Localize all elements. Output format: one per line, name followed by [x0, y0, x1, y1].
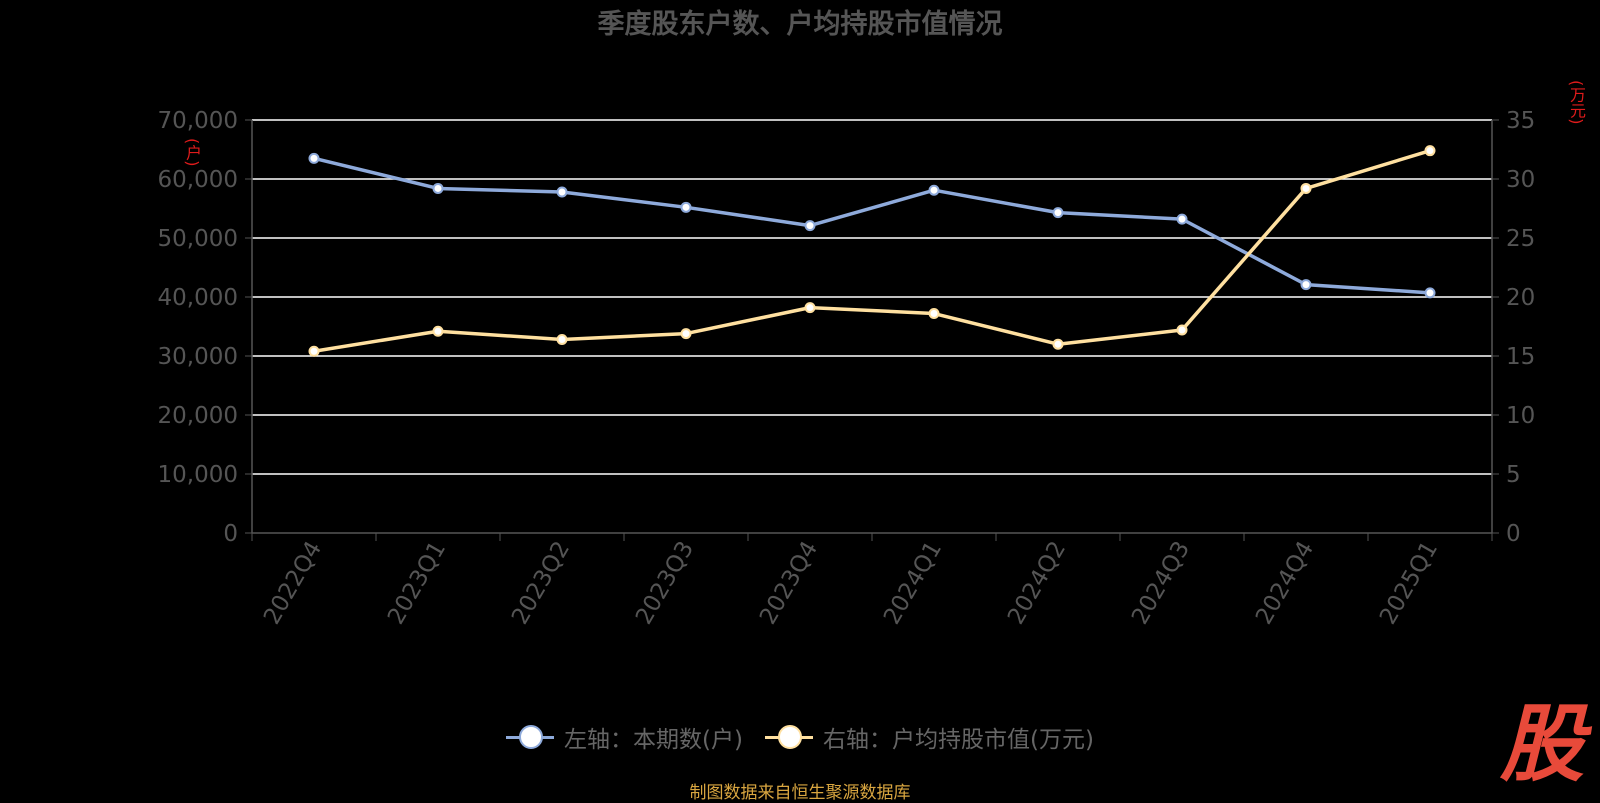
series-2-point — [1176, 324, 1188, 336]
left-tick-label: 10,000 — [158, 462, 238, 488]
left-axis-unit: (户) — [183, 138, 202, 167]
x-tick-label: 2024Q4 — [1251, 537, 1319, 629]
legend-item-right-series[interactable]: 右轴：户均持股市值(万元) — [765, 720, 1094, 754]
series-2-point — [1424, 145, 1436, 157]
series-1-point — [1052, 207, 1064, 219]
right-axis-ticks: 0 5 10 15 20 25 30 35 — [1506, 108, 1535, 547]
series-1-point — [928, 184, 940, 196]
legend-label-left: 左轴：本期数(户) — [564, 727, 743, 753]
left-tick-label: 20,000 — [158, 403, 238, 429]
right-axis-unit: (万元) — [1567, 80, 1586, 125]
right-tick-label: 20 — [1506, 285, 1535, 311]
series-2-point — [556, 333, 568, 345]
grid-lines — [252, 119, 1492, 475]
series-line-1 — [313, 156, 1431, 295]
series-1-point — [680, 201, 692, 213]
right-tick-label: 5 — [1506, 462, 1521, 488]
legend-label-right: 右轴：户均持股市值(万元) — [823, 727, 1094, 753]
legend-swatch-right — [765, 724, 813, 750]
left-tick-label: 40,000 — [158, 285, 238, 311]
x-tick-label: 2023Q4 — [755, 537, 823, 629]
x-tick-label: 2022Q4 — [259, 537, 327, 629]
series-1-point — [556, 186, 568, 198]
series-2-point — [308, 345, 320, 357]
brand-logo: 股 — [1499, 695, 1584, 793]
x-tick-label: 2025Q1 — [1375, 537, 1443, 629]
left-tick-label: 30,000 — [158, 344, 238, 370]
series-1-point — [804, 220, 816, 232]
right-tick-label: 0 — [1506, 521, 1521, 547]
series-line-2 — [313, 149, 1431, 354]
right-tick-label: 35 — [1506, 108, 1535, 134]
series-1-point — [1300, 279, 1312, 291]
left-tick-label: 0 — [223, 521, 238, 547]
legend-item-left-series[interactable]: 左轴：本期数(户) — [506, 720, 743, 754]
series-2-point — [680, 328, 692, 340]
x-tick-label: 2023Q2 — [507, 537, 575, 629]
series-2-point — [804, 302, 816, 314]
series-1-point — [1424, 287, 1436, 299]
x-axis-ticks: 2022Q4 2023Q1 2023Q2 2023Q3 2023Q4 2024Q1 2024… — [259, 537, 1443, 629]
left-tick-label: 60,000 — [158, 167, 238, 193]
chart-title: 季度股东户数、户均持股市值情况 — [597, 9, 1003, 40]
series — [308, 145, 1436, 357]
x-tick-label: 2024Q2 — [1003, 537, 1071, 629]
axes — [245, 119, 1499, 541]
x-tick-label: 2024Q3 — [1127, 537, 1195, 629]
series-1-point — [308, 152, 320, 164]
series-1-point — [432, 182, 444, 194]
right-tick-label: 25 — [1506, 226, 1535, 252]
x-tick-label: 2023Q3 — [631, 537, 699, 629]
x-tick-label: 2023Q1 — [383, 537, 451, 629]
series-2-point — [928, 308, 940, 320]
legend: 左轴：本期数(户) 右轴：户均持股市值(万元) — [0, 720, 1600, 754]
series-1-point — [1176, 213, 1188, 225]
x-tick-label: 2024Q1 — [879, 537, 947, 629]
right-tick-label: 10 — [1506, 403, 1535, 429]
series-2-point — [432, 325, 444, 337]
data-source-note: 制图数据来自恒生聚源数据库 — [689, 783, 911, 803]
left-axis-ticks: 0 10,000 20,000 30,000 40,000 50,000 60,000 70,… — [158, 108, 238, 547]
legend-swatch-left — [506, 724, 555, 750]
series-2-point — [1300, 182, 1312, 194]
left-tick-label: 70,000 — [158, 108, 238, 134]
right-tick-label: 30 — [1506, 167, 1535, 193]
right-tick-label: 15 — [1506, 344, 1535, 370]
left-tick-label: 50,000 — [158, 226, 238, 252]
series-2-point — [1052, 338, 1064, 350]
